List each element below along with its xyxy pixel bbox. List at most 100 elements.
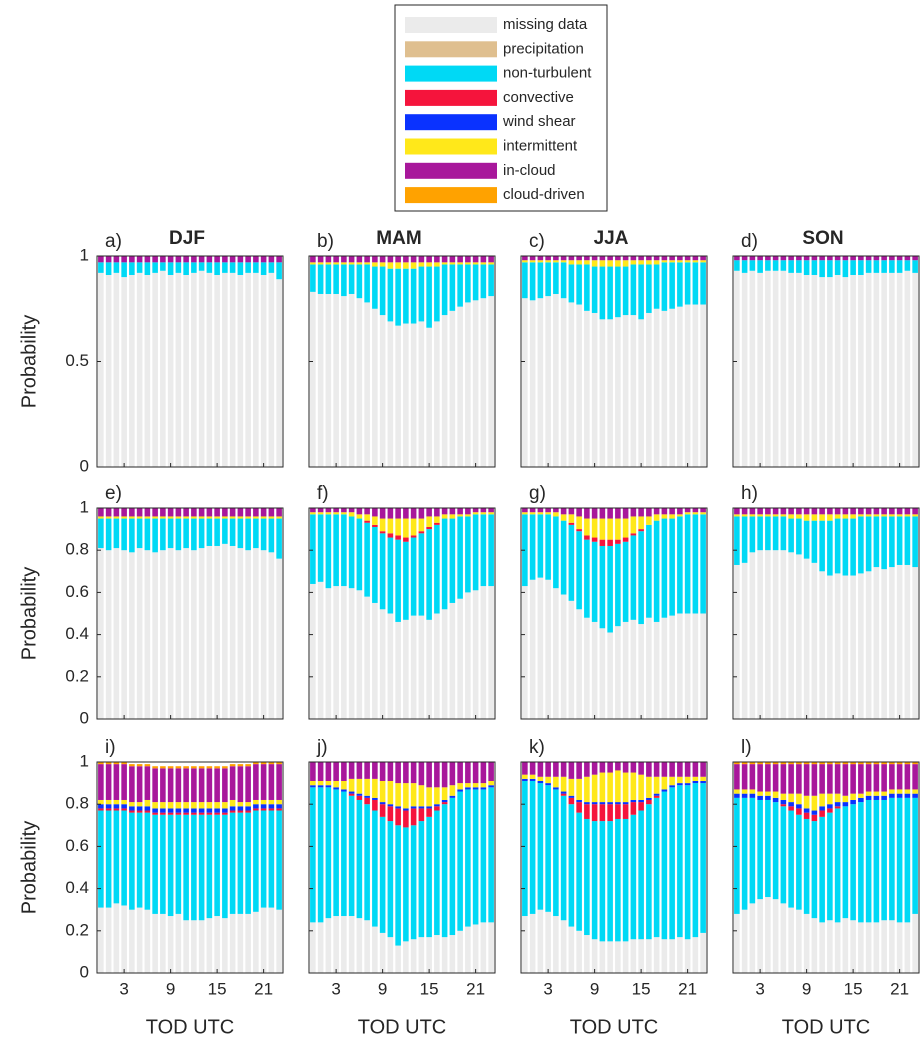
bar-segment — [260, 907, 267, 973]
bar-segment — [198, 508, 205, 517]
bar-segment — [229, 262, 236, 273]
bar-segment — [615, 256, 621, 261]
bar-segment — [669, 939, 675, 973]
bar-segment — [395, 508, 401, 519]
bar-segment — [819, 260, 825, 278]
bar-segment — [395, 325, 401, 467]
bar-segment — [372, 262, 378, 267]
bar-segment — [98, 262, 104, 273]
bar-segment — [480, 298, 487, 467]
bar-segment — [819, 508, 825, 515]
bar-segment — [622, 260, 629, 267]
bar-segment — [198, 768, 205, 803]
bar-segment — [881, 762, 887, 765]
bar-segment — [865, 799, 872, 923]
bar-segment — [434, 256, 440, 263]
bar-segment — [341, 512, 347, 515]
bar-segment — [113, 804, 120, 809]
legend-box — [394, 4, 608, 212]
bar-segment — [449, 514, 456, 519]
bar-segment — [865, 256, 872, 261]
bar-segment — [584, 802, 590, 805]
bar-segment — [379, 609, 386, 719]
bar-segment — [700, 512, 706, 515]
bar-segment — [198, 808, 205, 813]
bar-segment — [622, 537, 629, 542]
bar-segment — [591, 541, 598, 622]
bar-segment — [206, 518, 213, 546]
bar-segment — [488, 256, 494, 263]
bar-segment — [584, 256, 590, 261]
bar-segment — [191, 808, 197, 813]
bar-segment — [144, 516, 151, 519]
bar-segment — [615, 762, 621, 771]
bar-segment — [465, 514, 471, 517]
bar-segment — [410, 518, 417, 536]
x-tick-label: 3 — [119, 979, 128, 998]
bar-segment — [317, 512, 324, 515]
bar-segment — [480, 508, 487, 513]
bar-segment — [811, 762, 818, 765]
bar-segment — [434, 522, 440, 525]
bar-segment — [780, 799, 787, 805]
bar-segment — [796, 814, 802, 910]
bar-segment — [630, 264, 637, 316]
bar-segment — [904, 762, 911, 765]
bar-segment — [749, 508, 756, 515]
bar-segment — [206, 545, 213, 719]
bar-segment — [98, 548, 104, 719]
bar-segment — [449, 935, 456, 973]
bar-segment — [488, 922, 494, 973]
bar-segment — [129, 552, 135, 719]
bar-segment — [472, 256, 479, 263]
bar-segment — [480, 789, 487, 923]
bar-segment — [615, 802, 621, 805]
bar-segment — [403, 518, 409, 538]
bar-segment — [522, 778, 528, 781]
bar-segment — [796, 514, 802, 519]
bar-segment — [198, 814, 205, 921]
bar-segment — [607, 539, 613, 546]
bar-segment — [827, 508, 833, 515]
bar-segment — [341, 514, 347, 587]
bar-segment — [796, 272, 802, 467]
bar-segment — [677, 256, 683, 261]
bar-segment — [630, 772, 637, 800]
bar-segment — [341, 916, 347, 973]
bar-segment — [780, 550, 787, 719]
bar-segment — [811, 260, 818, 275]
bar-segment — [858, 514, 864, 517]
bar-segment — [395, 535, 401, 540]
bar-segment — [700, 932, 706, 973]
bar-segment — [896, 564, 903, 719]
bar-segment — [599, 539, 606, 546]
bar-segment — [537, 762, 544, 777]
bar-segment — [700, 776, 706, 781]
bar-segment — [129, 516, 135, 519]
bar-segment — [827, 764, 833, 794]
y-tick-label: 1 — [80, 751, 89, 770]
bar-segment — [325, 588, 332, 719]
bar-segment — [245, 806, 251, 811]
bar-segment — [260, 762, 267, 765]
bar-segment — [584, 818, 590, 936]
bar-segment — [881, 272, 887, 467]
bar-segment — [364, 795, 370, 798]
bar-segment — [842, 806, 849, 919]
bar-segment — [245, 508, 251, 517]
bar-segment — [757, 899, 763, 973]
bar-segment — [379, 508, 386, 519]
bar-segment — [850, 920, 856, 973]
bar-segment — [653, 260, 660, 265]
bar-segment — [426, 508, 432, 517]
bar-segment — [372, 508, 378, 517]
bar-segment — [418, 785, 425, 807]
bar-segment — [749, 762, 756, 765]
bar-segment — [834, 518, 841, 574]
bar-segment — [418, 256, 425, 263]
bar-segment — [488, 512, 494, 515]
bar-segment — [410, 825, 417, 940]
bar-segment — [198, 548, 205, 719]
bar-segment — [661, 789, 668, 792]
bar-segment — [599, 941, 606, 973]
